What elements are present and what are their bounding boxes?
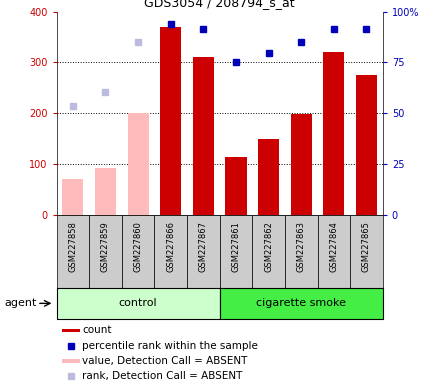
- Bar: [322, 52, 344, 215]
- Text: GSM227865: GSM227865: [361, 221, 370, 272]
- Text: GSM227861: GSM227861: [231, 221, 240, 272]
- Text: GSM227858: GSM227858: [68, 221, 77, 272]
- Text: GSM227866: GSM227866: [166, 221, 175, 272]
- Text: value, Detection Call = ABSENT: value, Detection Call = ABSENT: [82, 356, 247, 366]
- Text: GSM227862: GSM227862: [263, 221, 273, 272]
- Bar: [95, 168, 116, 215]
- Text: agent: agent: [4, 298, 36, 308]
- Text: GSM227864: GSM227864: [329, 221, 338, 272]
- Bar: [89, 215, 122, 288]
- Bar: [355, 75, 376, 215]
- Bar: [187, 215, 219, 288]
- Bar: [154, 215, 187, 288]
- Bar: [317, 215, 349, 288]
- Bar: [349, 215, 382, 288]
- Bar: [122, 215, 154, 288]
- Bar: [257, 139, 279, 215]
- Text: GSM227863: GSM227863: [296, 221, 305, 272]
- Text: control: control: [118, 298, 157, 308]
- Bar: [192, 57, 214, 215]
- Bar: [219, 288, 382, 319]
- Bar: [160, 27, 181, 215]
- Bar: [225, 157, 246, 215]
- Bar: [62, 359, 80, 363]
- Bar: [62, 179, 83, 215]
- Text: GSM227859: GSM227859: [101, 221, 110, 271]
- Bar: [252, 215, 284, 288]
- Text: cigarette smoke: cigarette smoke: [256, 298, 345, 308]
- Text: percentile rank within the sample: percentile rank within the sample: [82, 341, 257, 351]
- Bar: [56, 288, 219, 319]
- Text: GSM227860: GSM227860: [133, 221, 142, 272]
- Bar: [56, 215, 89, 288]
- Bar: [219, 215, 252, 288]
- Bar: [284, 215, 317, 288]
- Title: GDS3054 / 208794_s_at: GDS3054 / 208794_s_at: [144, 0, 294, 9]
- Bar: [127, 113, 148, 215]
- Text: rank, Detection Call = ABSENT: rank, Detection Call = ABSENT: [82, 371, 242, 381]
- Text: GSM227867: GSM227867: [198, 221, 207, 272]
- Text: count: count: [82, 326, 112, 336]
- Bar: [290, 114, 311, 215]
- Bar: [62, 329, 80, 332]
